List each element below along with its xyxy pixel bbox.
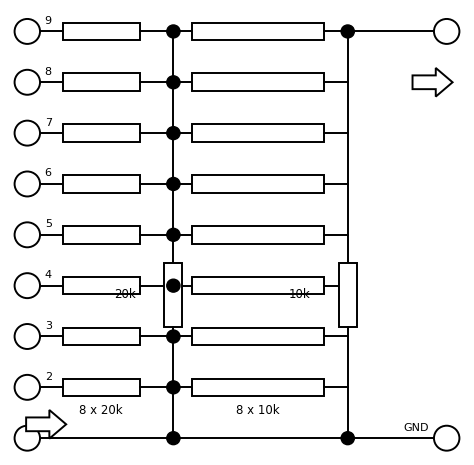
Text: 4: 4 [45, 270, 52, 280]
Bar [192, 124, 324, 142]
Bar [192, 226, 324, 244]
Circle shape [167, 279, 180, 292]
Circle shape [167, 126, 180, 140]
Bar [192, 73, 324, 91]
Text: 8 x 20k: 8 x 20k [79, 404, 122, 417]
Bar [63, 175, 140, 193]
Circle shape [434, 19, 459, 44]
Circle shape [167, 25, 180, 38]
Bar [63, 73, 140, 91]
Text: 20k: 20k [114, 288, 136, 301]
Text: 7: 7 [45, 118, 52, 127]
Text: 3: 3 [45, 321, 52, 331]
Bar [192, 23, 324, 40]
Text: 9: 9 [45, 16, 52, 26]
Text: 8 x 10k: 8 x 10k [237, 404, 280, 417]
Text: 20: 20 [45, 423, 59, 432]
Text: GND: GND [404, 423, 429, 432]
Text: 6: 6 [45, 168, 52, 179]
Polygon shape [412, 68, 453, 97]
Circle shape [167, 330, 180, 343]
Circle shape [15, 172, 40, 196]
Bar [63, 124, 140, 142]
Circle shape [15, 375, 40, 400]
Bar [164, 263, 182, 327]
Circle shape [15, 120, 40, 146]
Circle shape [15, 222, 40, 247]
Bar [63, 277, 140, 294]
Circle shape [341, 25, 355, 38]
Circle shape [167, 381, 180, 394]
Circle shape [167, 432, 180, 445]
Circle shape [15, 70, 40, 95]
Circle shape [167, 76, 180, 89]
Text: 8: 8 [45, 67, 52, 77]
Bar [63, 379, 140, 396]
Bar [339, 263, 357, 327]
Polygon shape [26, 410, 66, 438]
Bar [192, 175, 324, 193]
Circle shape [15, 19, 40, 44]
Bar [192, 277, 324, 294]
Bar [63, 328, 140, 345]
Bar [63, 23, 140, 40]
Circle shape [341, 432, 355, 445]
Circle shape [15, 324, 40, 349]
Circle shape [15, 273, 40, 298]
Text: 5: 5 [45, 219, 52, 229]
Bar [192, 379, 324, 396]
Text: 2: 2 [45, 372, 52, 382]
Bar [63, 226, 140, 244]
Text: 10k: 10k [288, 288, 310, 301]
Circle shape [434, 426, 459, 451]
Circle shape [167, 178, 180, 191]
Circle shape [167, 228, 180, 241]
Bar [192, 328, 324, 345]
Circle shape [15, 426, 40, 451]
